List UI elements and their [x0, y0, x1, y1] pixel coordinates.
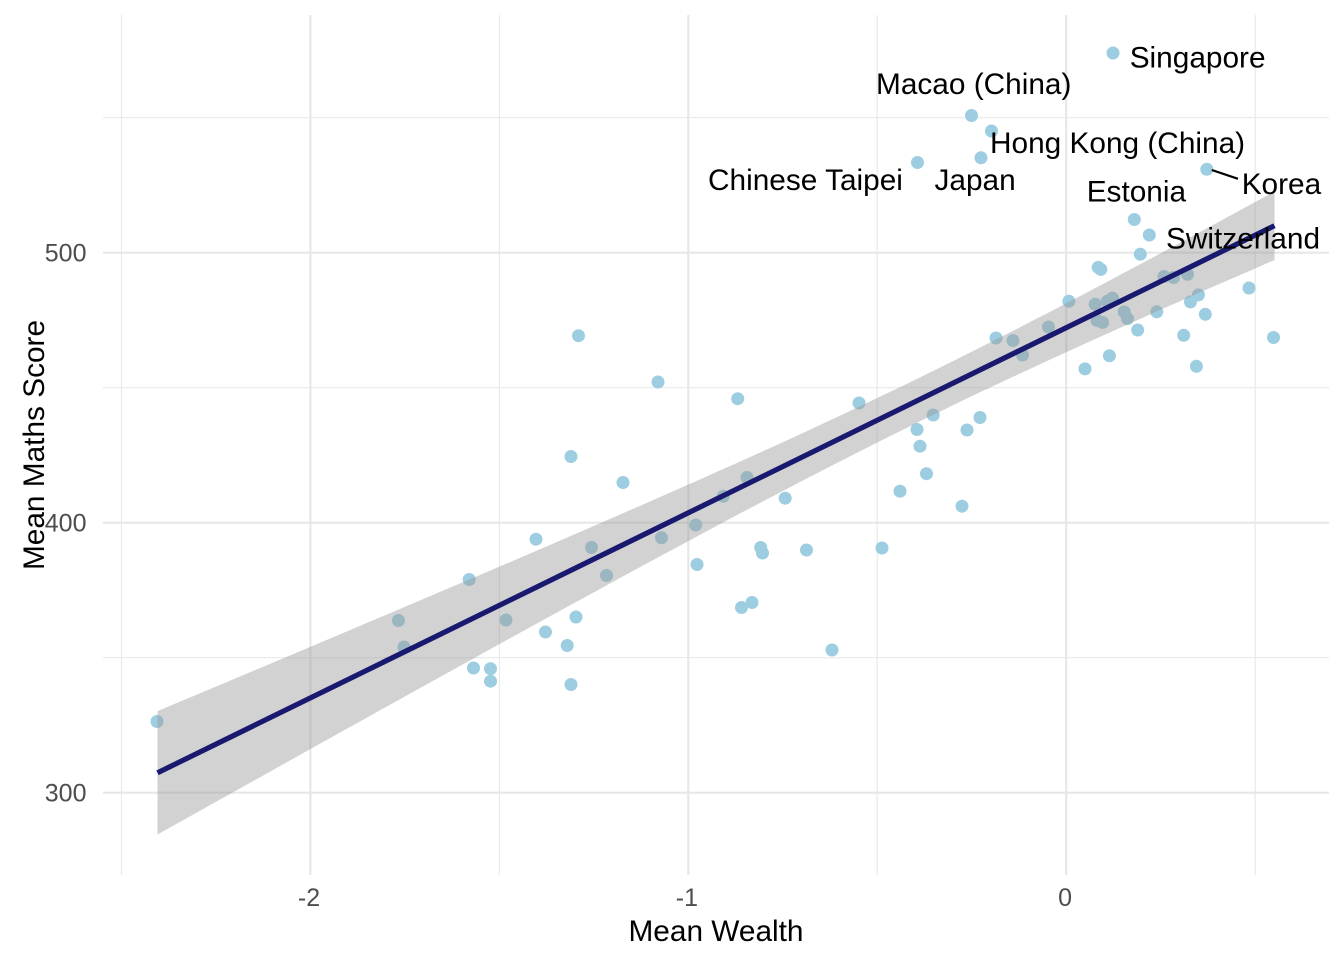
svg-text:Macao (China): Macao (China)	[876, 68, 1071, 101]
svg-text:-2: -2	[298, 884, 320, 912]
svg-text:Estonia: Estonia	[1087, 175, 1187, 208]
svg-text:-1: -1	[676, 884, 698, 912]
svg-text:Chinese Taipei: Chinese Taipei	[708, 164, 903, 197]
svg-text:300: 300	[45, 780, 87, 808]
svg-text:400: 400	[45, 510, 87, 538]
svg-text:Japan: Japan	[935, 164, 1016, 197]
svg-text:Korea: Korea	[1242, 168, 1322, 201]
svg-text:500: 500	[45, 240, 87, 268]
svg-text:0: 0	[1058, 884, 1072, 912]
svg-text:Mean Wealth: Mean Wealth	[628, 915, 803, 948]
svg-text:Switzerland: Switzerland	[1166, 223, 1320, 256]
svg-text:Singapore: Singapore	[1130, 42, 1266, 75]
svg-text:Hong Kong (China): Hong Kong (China)	[990, 127, 1245, 160]
svg-text:Mean Maths Score: Mean Maths Score	[18, 320, 51, 570]
